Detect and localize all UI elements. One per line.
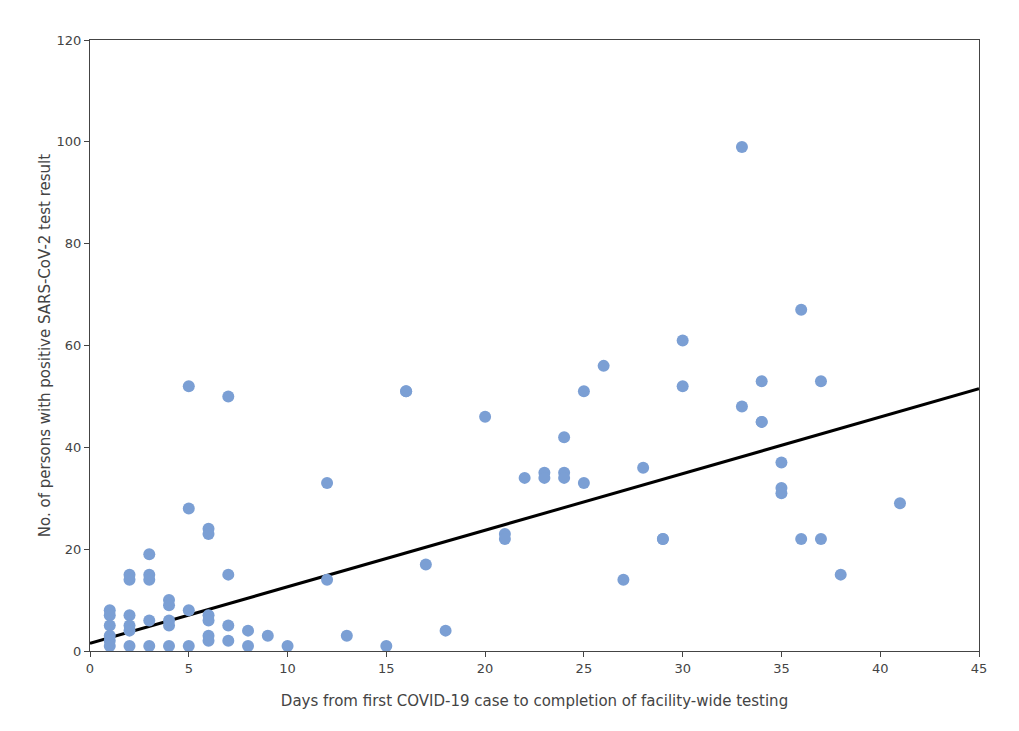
svg-text:40: 40: [65, 440, 82, 455]
svg-text:20: 20: [65, 542, 82, 557]
svg-text:5: 5: [185, 661, 193, 676]
svg-text:15: 15: [378, 661, 395, 676]
svg-text:20: 20: [477, 661, 494, 676]
svg-text:40: 40: [872, 661, 889, 676]
svg-text:35: 35: [773, 661, 790, 676]
svg-text:25: 25: [576, 661, 593, 676]
svg-text:80: 80: [65, 236, 82, 251]
svg-text:60: 60: [65, 338, 82, 353]
svg-text:10: 10: [279, 661, 296, 676]
svg-text:45: 45: [971, 661, 988, 676]
svg-text:0: 0: [86, 661, 94, 676]
svg-text:30: 30: [674, 661, 691, 676]
svg-text:No. of persons with positive S: No. of persons with positive SARS-CoV-2 …: [36, 154, 54, 537]
svg-text:100: 100: [57, 134, 82, 149]
svg-text:0: 0: [73, 644, 81, 659]
svg-text:120: 120: [57, 33, 82, 48]
svg-text:Days from first COVID-19 case: Days from first COVID-19 case to complet…: [281, 692, 788, 710]
